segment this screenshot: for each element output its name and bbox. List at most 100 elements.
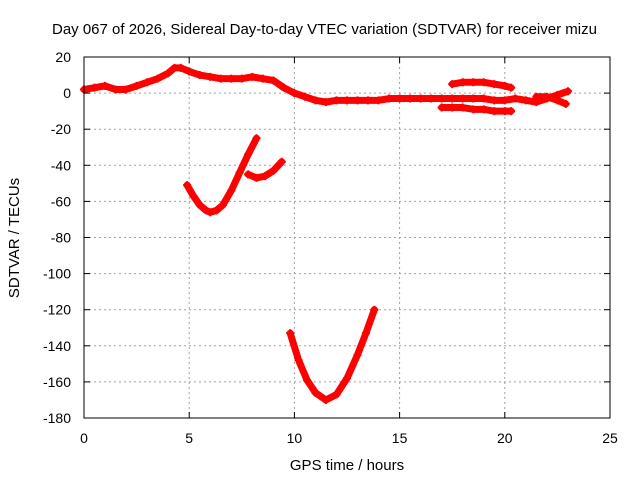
data-point (500, 96, 509, 105)
data-point (469, 94, 478, 103)
data-point (294, 356, 303, 365)
series-right-tail (532, 92, 570, 108)
series-arc-a (183, 134, 261, 217)
data-point (374, 96, 383, 105)
data-point (300, 92, 309, 101)
series-line (532, 93, 570, 108)
y-tick-label: -80 (51, 230, 71, 246)
y-tick-label: -60 (51, 193, 71, 209)
data-point (277, 157, 286, 166)
data-point (332, 96, 341, 105)
series-main-band (80, 63, 572, 107)
data-point (153, 74, 162, 83)
data-point (143, 78, 152, 87)
series-arc-b (244, 157, 286, 182)
data-point (290, 89, 299, 98)
data-point (218, 201, 227, 210)
data-point (511, 94, 520, 103)
data-point (458, 78, 467, 87)
data-point (332, 390, 341, 399)
data-point (490, 96, 499, 105)
data-point (437, 103, 446, 112)
data-point (132, 81, 141, 90)
y-tick-label: -120 (43, 302, 71, 318)
series-upper-branch (448, 78, 516, 92)
data-point (561, 99, 570, 108)
data-point (258, 74, 267, 83)
data-point (252, 134, 261, 143)
data-point (248, 72, 257, 81)
x-tick-label: 5 (185, 430, 193, 446)
data-point (532, 92, 541, 101)
data-point (553, 96, 562, 105)
data-point (227, 74, 236, 83)
x-tick-label: 0 (80, 430, 88, 446)
axis-ticks: 0 5 10 15 20 25 20 0 -20 -40 -60 -80 -100 -120 -140 -16… (43, 49, 618, 446)
x-tick-label: 25 (602, 430, 618, 446)
data-point (244, 150, 253, 159)
data-point (260, 172, 269, 181)
data-point (101, 81, 110, 90)
data-point (385, 94, 394, 103)
y-tick-label: -20 (51, 121, 71, 137)
data-point (542, 92, 551, 101)
data-point (183, 181, 192, 190)
data-point (311, 96, 320, 105)
data-point (353, 350, 362, 359)
data-point (206, 72, 215, 81)
data-point (458, 94, 467, 103)
data-point (416, 94, 425, 103)
y-tick-label: -40 (51, 157, 71, 173)
data-point (303, 376, 312, 385)
data-point (500, 81, 509, 90)
data-point (122, 85, 131, 94)
data-points (80, 63, 572, 404)
data-point (343, 96, 351, 105)
data-point (111, 85, 120, 94)
data-point (244, 170, 253, 179)
data-point (202, 206, 211, 215)
data-point (311, 388, 320, 397)
data-point (406, 94, 415, 103)
data-point (490, 80, 499, 89)
x-tick-label: 15 (392, 430, 408, 446)
series-arc-c (286, 305, 379, 404)
data-point (469, 105, 478, 114)
data-point (458, 103, 467, 112)
data-point (563, 87, 572, 96)
data-point (321, 395, 330, 404)
data-point (437, 94, 446, 103)
data-point (252, 173, 261, 182)
data-point (395, 94, 404, 103)
data-point (507, 83, 516, 92)
data-point (206, 208, 215, 217)
chart-title: Day 067 of 2026, Sidereal Day-to-day VTE… (52, 21, 597, 38)
data-point (237, 74, 246, 83)
data-point (185, 67, 194, 76)
y-tick-label: -180 (43, 410, 71, 426)
x-axis-label: GPS time / hours (290, 457, 404, 474)
x-tick-label: 20 (497, 430, 513, 446)
y-tick-label: 0 (63, 85, 71, 101)
data-point (479, 78, 488, 87)
data-point (212, 206, 221, 215)
data-point (469, 78, 478, 87)
data-point (286, 329, 295, 338)
data-point (507, 107, 516, 116)
data-point (448, 103, 457, 112)
series-lower-branch (437, 103, 516, 116)
plot-frame (83, 56, 611, 419)
data-point (448, 94, 457, 103)
data-point (343, 374, 351, 383)
data-point (189, 191, 198, 200)
data-point (479, 105, 488, 114)
y-tick-label: -160 (43, 374, 71, 390)
x-tick-label: 10 (287, 430, 303, 446)
data-point (90, 83, 99, 92)
data-point (321, 98, 330, 107)
data-point (269, 76, 278, 85)
y-tick-label: -140 (43, 338, 71, 354)
data-point (216, 74, 225, 83)
data-point (479, 94, 488, 103)
y-tick-label: 20 (55, 49, 71, 65)
